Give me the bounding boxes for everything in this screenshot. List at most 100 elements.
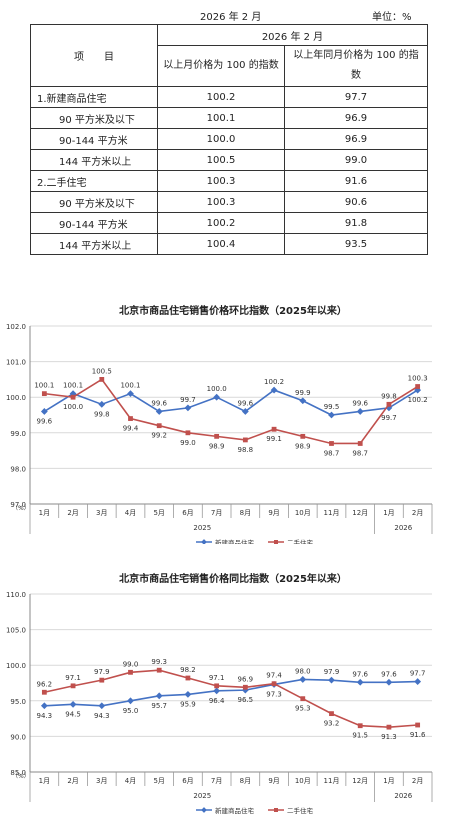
x-tick-label: 5月 [153, 509, 164, 517]
yoy-index-chart: 北京市商品住宅销售价格同比指数（2025年以来） 85.0 90.0 95.0 100.… [6, 572, 433, 814]
data-label: 100.1 [120, 382, 140, 390]
x-tick-label: 4月 [125, 777, 136, 785]
yoy-value: 96.9 [284, 107, 428, 129]
unit-label: 单位：% [372, 12, 412, 23]
yoy-header: 以上年同月价格为 100 的指数 [284, 45, 428, 87]
data-label: 97.6 [381, 670, 397, 678]
data-label: 99.8 [381, 392, 397, 400]
x-tick-label: 8月 [240, 777, 251, 785]
mom-value: 100.2 [157, 86, 285, 108]
data-label: 96.5 [238, 696, 254, 704]
data-label: 100.5 [92, 367, 112, 375]
y-tick-label: 90.0 [10, 733, 26, 741]
data-label: 97.3 [266, 690, 282, 698]
data-label: 100.0 [207, 385, 227, 393]
data-point [128, 416, 133, 421]
data-point [185, 430, 191, 436]
x-tick-label: 11月 [324, 509, 340, 517]
data-label: 93.2 [324, 720, 340, 728]
data-label: 95.9 [180, 700, 196, 708]
data-label: 94.3 [37, 712, 53, 720]
x-tick-label: 6月 [182, 777, 193, 785]
table-row: 1.新建商品住宅 100.2 97.7 [30, 86, 428, 108]
series-line-new-homes [43, 389, 419, 416]
data-label: 97.7 [410, 670, 426, 678]
x-tick-label: 2月 [67, 509, 78, 517]
legend-label: 二手住宅 [287, 806, 314, 814]
data-label: 97.6 [352, 670, 368, 678]
data-label: 97.1 [65, 674, 81, 682]
data-label: 97.9 [94, 668, 110, 676]
year-label: 2026 [394, 524, 412, 532]
data-point [271, 681, 277, 687]
x-tick-label: 7月 [211, 509, 222, 517]
data-label: 94.3 [94, 712, 110, 720]
year-label: 2026 [394, 792, 412, 800]
yoy-value: 99.0 [284, 149, 428, 171]
data-label: 99.3 [151, 658, 167, 666]
x-tick-label: 1月 [383, 509, 394, 517]
data-point [414, 678, 422, 685]
mom-header: 以上月价格为 100 的指数 [157, 45, 285, 87]
data-label: 100.0 [63, 403, 83, 411]
data-point [357, 441, 363, 446]
data-label: 99.0 [123, 660, 139, 668]
series-line-resale-homes [44, 378, 419, 445]
legend-marker [274, 540, 278, 544]
y-tick-label: 99.0 [10, 430, 26, 438]
row-label: 2.二手住宅 [30, 170, 158, 192]
mom-value: 100.3 [157, 170, 285, 192]
data-label: 100.1 [63, 382, 83, 390]
mom-index-chart: 北京市商品住宅销售价格环比指数（2025年以来） 97.0 98.0 99.0 100.… [6, 304, 433, 544]
y-tick-label: 98.0 [10, 465, 26, 473]
data-label: 97.9 [324, 668, 340, 676]
data-label: 97.1 [209, 674, 225, 682]
data-point [69, 700, 77, 708]
data-label: 99.6 [352, 399, 368, 407]
x-tick-label: 9月 [268, 777, 279, 785]
data-label: 100.3 [408, 375, 428, 383]
data-label: 99.4 [123, 425, 139, 433]
data-label: 99.0 [180, 439, 196, 447]
data-point [213, 393, 221, 401]
unit-label: （%） [12, 505, 30, 512]
data-label: 94.5 [65, 710, 81, 718]
x-tick-label: 4月 [125, 509, 136, 517]
legend-marker [274, 808, 278, 812]
data-label: 99.5 [324, 403, 340, 411]
data-label: 98.9 [209, 442, 225, 450]
legend-marker [201, 539, 207, 544]
x-tick-label: 2月 [412, 777, 423, 785]
data-point [213, 687, 221, 695]
chart-title: 北京市商品住宅销售价格同比指数（2025年以来） [119, 572, 347, 585]
x-tick-label: 11月 [324, 777, 340, 785]
x-tick-label: 2月 [67, 777, 78, 785]
yoy-value: 90.6 [284, 191, 428, 213]
yoy-value: 93.5 [284, 233, 428, 255]
y-tick-label: 102.0 [6, 323, 26, 331]
data-point [127, 697, 134, 705]
table-row: 90-144 平方米 100.0 96.9 [30, 128, 428, 150]
x-tick-label: 12月 [352, 509, 368, 517]
data-label: 100.2 [264, 378, 284, 386]
mom-value: 100.4 [157, 233, 285, 255]
row-label: 144 平方米以上 [30, 149, 158, 171]
data-point [328, 411, 335, 419]
y-tick-label: 105.0 [6, 627, 26, 635]
data-point [241, 408, 249, 415]
x-tick-label: 2月 [412, 509, 423, 517]
x-tick-label: 1月 [383, 777, 394, 785]
y-tick-label: 100.0 [6, 394, 26, 402]
table-row: 90-144 平方米 100.2 91.8 [30, 212, 428, 234]
legend-label: 新建商品住宅 [215, 806, 255, 814]
mom-value: 100.1 [157, 107, 285, 129]
x-tick-label: 8月 [240, 509, 251, 517]
data-point [415, 722, 421, 728]
data-label: 96.2 [37, 680, 53, 688]
data-point [40, 702, 48, 710]
x-tick-label: 5月 [153, 777, 164, 785]
mom-value: 100.5 [157, 149, 285, 171]
data-point [156, 667, 162, 673]
legend-label: 新建商品住宅 [215, 538, 255, 544]
series-line-new-homes [44, 678, 418, 707]
